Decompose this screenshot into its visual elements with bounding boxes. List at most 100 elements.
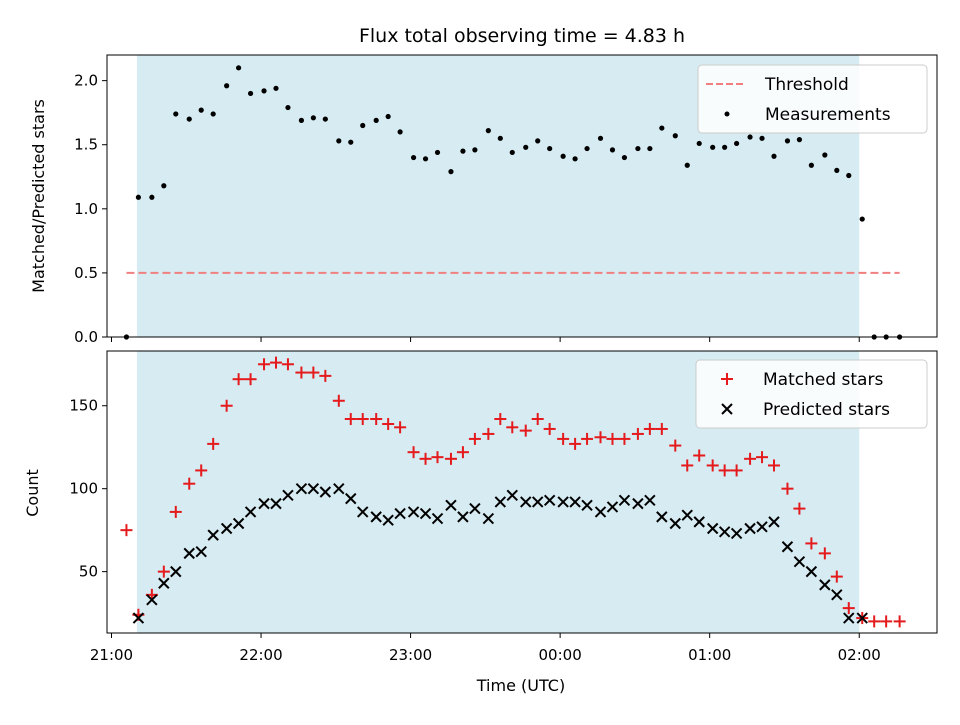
predicted-star-point — [132, 612, 145, 624]
measurement-point — [310, 115, 316, 121]
x-tick-label: 22:00 — [239, 646, 282, 664]
measurement-point — [834, 167, 840, 173]
matched-star-point — [157, 565, 170, 578]
measurement-point — [472, 147, 478, 153]
matched-star-point — [631, 427, 644, 440]
predicted-star-point — [295, 482, 308, 495]
predicted-star-point — [569, 496, 581, 508]
matched-star-point — [269, 356, 282, 369]
legend-threshold-label: Threshold — [764, 75, 849, 95]
predicted-star-point — [618, 494, 631, 507]
predicted-star-point — [146, 594, 158, 606]
measurement-point — [422, 156, 429, 162]
matched-star-point — [730, 464, 743, 477]
measurement-point — [621, 154, 628, 161]
measurement-point — [448, 169, 454, 175]
predicted-star-point — [270, 497, 282, 510]
predicted-star-point — [419, 507, 432, 520]
measurement-point — [497, 135, 503, 141]
measurement-point — [273, 85, 279, 91]
predicted-star-point — [793, 555, 806, 568]
matched-star-point — [693, 449, 706, 462]
matched-star-point — [382, 417, 395, 430]
measurement-point — [572, 156, 578, 162]
chart-title: Flux total observing time = 4.83 h — [359, 25, 685, 47]
matched-star-point — [183, 477, 196, 490]
measurement-point — [224, 83, 230, 89]
predicted-star-point — [370, 511, 382, 523]
predicted-star-point — [744, 522, 756, 535]
measurement-point — [647, 145, 653, 152]
matched-star-point — [506, 421, 519, 434]
measurement-point — [560, 153, 566, 159]
predicted-star-point — [357, 506, 369, 518]
measurement-point — [684, 162, 690, 168]
predicted-star-point — [632, 497, 644, 510]
measurement-point — [161, 183, 167, 189]
y-tick-label: 50 — [79, 563, 98, 581]
predicted-star-point — [394, 507, 406, 520]
measurement-point — [722, 144, 728, 150]
predicted-star-point — [469, 502, 481, 515]
predicted-star-point — [531, 496, 544, 508]
measurement-point — [734, 140, 740, 147]
measurement-point — [186, 116, 192, 122]
matched-star-point — [195, 464, 208, 477]
matched-star-point — [569, 437, 582, 450]
count-x-axis: 21:00 22:00 23:00 00:00 01:00 02:00 — [90, 633, 881, 664]
matched-star-point — [531, 413, 544, 426]
ratio-y-axis-label: Matched/Predicted stars — [29, 99, 48, 293]
matched-star-point — [419, 452, 432, 465]
predicted-star-point — [644, 494, 656, 507]
predicted-star-point — [718, 526, 731, 538]
predicted-star-point — [345, 492, 357, 505]
matched-star-point — [744, 452, 757, 465]
measurement-point — [410, 154, 417, 161]
count-y-axis-label: Count — [23, 469, 42, 517]
predicted-star-point — [819, 579, 831, 591]
measurement-point — [535, 138, 541, 144]
ratio-plot-area — [123, 65, 903, 340]
predicted-star-point — [445, 499, 457, 511]
measurement-point — [298, 117, 305, 123]
count-plot-area — [120, 356, 906, 628]
matched-star-point — [581, 432, 594, 445]
predicted-star-point — [431, 512, 444, 525]
predicted-star-point — [282, 489, 294, 502]
measurement-point — [696, 140, 702, 147]
matched-star-point — [868, 615, 881, 628]
matched-star-point — [594, 431, 607, 444]
predicted-star-point — [494, 496, 507, 508]
measurement-point — [261, 88, 267, 94]
matched-star-point — [468, 432, 481, 445]
predicted-star-point — [506, 489, 518, 502]
predicted-star-point — [244, 506, 257, 518]
predicted-star-point — [520, 496, 532, 508]
measurement-point — [348, 139, 354, 145]
measurement-point — [173, 111, 179, 117]
measurement-point — [796, 137, 803, 143]
legend-predicted-swatch — [721, 403, 733, 415]
predicted-star-point — [158, 577, 170, 589]
matched-star-point — [880, 615, 893, 628]
y-tick-label: 1.0 — [74, 200, 98, 218]
matched-star-point — [482, 427, 495, 440]
matched-star-point — [494, 413, 507, 426]
predicted-star-point — [183, 547, 195, 560]
measurement-point — [135, 194, 142, 200]
predicted-star-point — [258, 497, 270, 510]
measurement-point — [397, 129, 403, 135]
matched-star-point — [431, 451, 444, 464]
measurement-point — [523, 144, 529, 150]
matched-star-point — [557, 432, 570, 445]
predicted-star-point — [669, 517, 681, 530]
matched-star-point — [643, 422, 656, 435]
measurement-point — [547, 145, 553, 152]
y-tick-label: 0.0 — [74, 328, 98, 346]
matched-star-point — [893, 615, 906, 628]
matched-star-point — [407, 446, 420, 459]
count-legend-box — [695, 359, 928, 429]
matched-star-point — [655, 422, 668, 435]
measurement-point — [509, 149, 515, 156]
matched-star-point — [232, 373, 245, 386]
